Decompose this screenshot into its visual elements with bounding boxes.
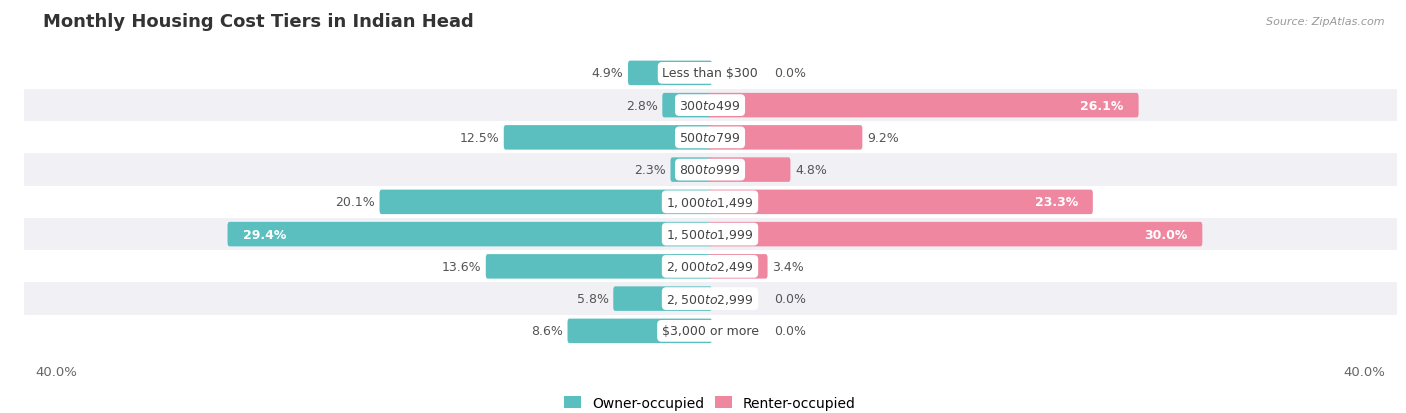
Text: $1,000 to $1,499: $1,000 to $1,499 — [666, 195, 754, 209]
Bar — [24, 122, 1396, 154]
Text: 12.5%: 12.5% — [460, 132, 499, 145]
Text: 13.6%: 13.6% — [441, 260, 481, 273]
FancyBboxPatch shape — [671, 158, 711, 183]
FancyBboxPatch shape — [628, 62, 711, 86]
Text: 30.0%: 30.0% — [1144, 228, 1187, 241]
Text: $3,000 or more: $3,000 or more — [662, 325, 758, 337]
FancyBboxPatch shape — [709, 254, 768, 279]
FancyBboxPatch shape — [228, 222, 711, 247]
FancyBboxPatch shape — [709, 94, 1139, 118]
Text: $500 to $799: $500 to $799 — [679, 132, 741, 145]
Text: 0.0%: 0.0% — [773, 292, 806, 305]
Text: 23.3%: 23.3% — [1035, 196, 1078, 209]
Bar — [24, 218, 1396, 251]
Bar — [24, 57, 1396, 90]
Text: 5.8%: 5.8% — [576, 292, 609, 305]
FancyBboxPatch shape — [486, 254, 711, 279]
FancyBboxPatch shape — [380, 190, 711, 215]
Text: 8.6%: 8.6% — [531, 325, 562, 337]
Text: Monthly Housing Cost Tiers in Indian Head: Monthly Housing Cost Tiers in Indian Hea… — [44, 13, 474, 31]
Text: 20.1%: 20.1% — [335, 196, 375, 209]
Bar — [24, 283, 1396, 315]
Text: $1,500 to $1,999: $1,500 to $1,999 — [666, 228, 754, 242]
Text: 9.2%: 9.2% — [868, 132, 898, 145]
Text: $300 to $499: $300 to $499 — [679, 100, 741, 112]
FancyBboxPatch shape — [709, 222, 1202, 247]
FancyBboxPatch shape — [709, 158, 790, 183]
FancyBboxPatch shape — [613, 287, 711, 311]
FancyBboxPatch shape — [503, 126, 711, 150]
Text: 0.0%: 0.0% — [773, 325, 806, 337]
Bar — [24, 154, 1396, 186]
Text: 2.8%: 2.8% — [626, 100, 658, 112]
Bar — [24, 315, 1396, 347]
Text: $2,500 to $2,999: $2,500 to $2,999 — [666, 292, 754, 306]
Text: Less than $300: Less than $300 — [662, 67, 758, 80]
Text: $2,000 to $2,499: $2,000 to $2,499 — [666, 260, 754, 274]
Text: Source: ZipAtlas.com: Source: ZipAtlas.com — [1267, 17, 1385, 26]
Text: 4.9%: 4.9% — [592, 67, 623, 80]
Legend: Owner-occupied, Renter-occupied: Owner-occupied, Renter-occupied — [558, 390, 862, 413]
Text: 29.4%: 29.4% — [243, 228, 285, 241]
FancyBboxPatch shape — [709, 190, 1092, 215]
Text: 26.1%: 26.1% — [1080, 100, 1123, 112]
Text: 0.0%: 0.0% — [773, 67, 806, 80]
Text: 4.8%: 4.8% — [794, 164, 827, 177]
FancyBboxPatch shape — [568, 319, 711, 343]
Text: 2.3%: 2.3% — [634, 164, 666, 177]
Bar — [24, 251, 1396, 283]
Text: $800 to $999: $800 to $999 — [679, 164, 741, 177]
Bar — [24, 186, 1396, 218]
FancyBboxPatch shape — [709, 126, 862, 150]
Bar — [24, 90, 1396, 122]
Text: 3.4%: 3.4% — [772, 260, 804, 273]
FancyBboxPatch shape — [662, 94, 711, 118]
